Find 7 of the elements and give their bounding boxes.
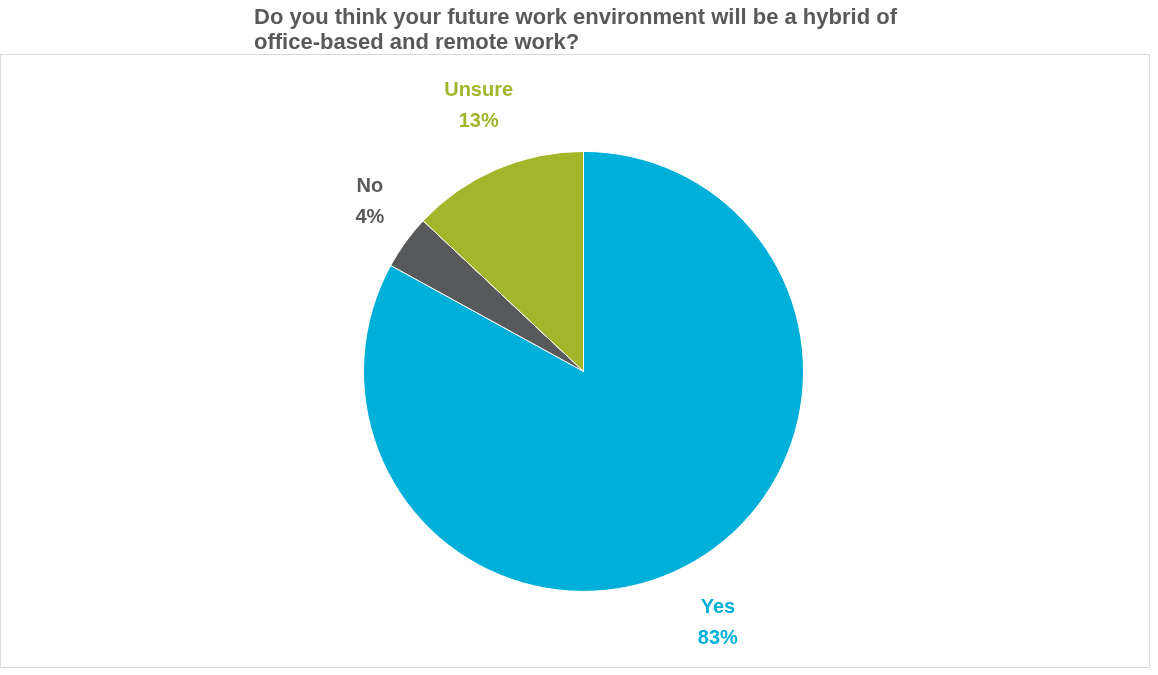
slice-label: No <box>356 174 384 197</box>
chart-title: Do you think your future work environment will be a hybrid of office-based and remote work? <box>254 3 898 54</box>
data-label: 13% <box>458 109 499 132</box>
slice-label: Yes <box>700 595 736 618</box>
slice-label: Unsure <box>444 78 514 101</box>
data-label: 4% <box>355 205 385 228</box>
data-label: 83% <box>697 625 739 648</box>
